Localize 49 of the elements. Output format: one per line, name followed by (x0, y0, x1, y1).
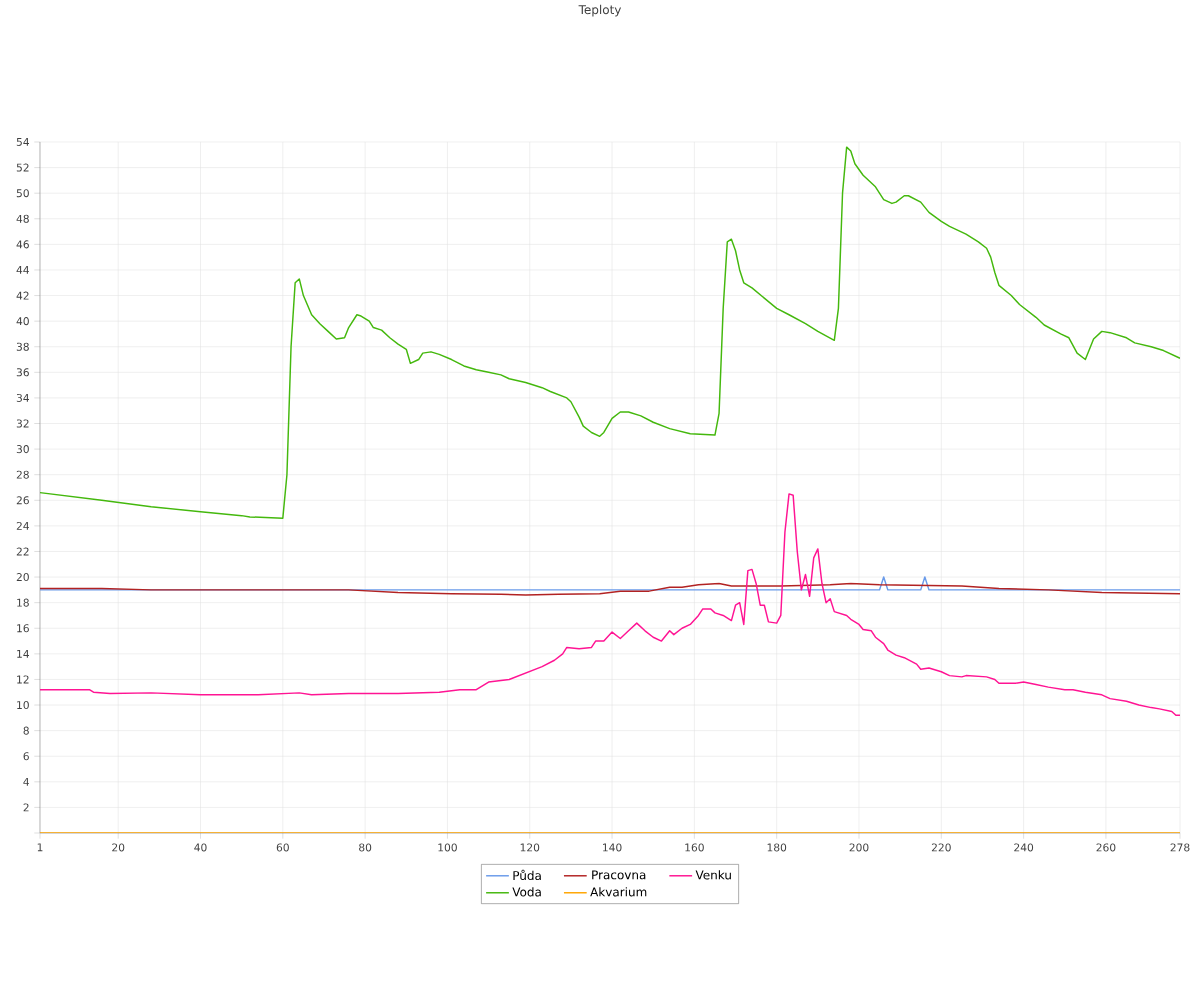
legend-label: Venku (695, 870, 731, 880)
y-tick-label: 10 (17, 700, 29, 710)
legend-label: Půda (513, 869, 541, 881)
y-tick-label: 14 (17, 649, 29, 658)
x-tick-label: 180 (767, 843, 787, 852)
y-tick-label: 40 (16, 317, 29, 326)
line-series (40, 582, 1181, 596)
y-tick-label: 54 (16, 138, 29, 146)
y-tick-label: 20 (16, 573, 29, 582)
y-tick-label: 22 (16, 547, 29, 556)
y-tick-label: 30 (16, 445, 29, 454)
x-tick-label: 220 (931, 843, 951, 852)
y-tick-label: 24 (16, 521, 29, 530)
legend-label: Voda (512, 887, 541, 897)
x-tick-label: 120 (520, 843, 540, 852)
chart-title: Teploty (578, 4, 622, 17)
y-tick-label: 26 (16, 496, 29, 505)
y-tick-label: 52 (16, 163, 29, 172)
x-tick-label: 278 (1170, 843, 1190, 852)
x-tick-label: 1 (37, 843, 43, 852)
y-tick-label: 32 (16, 419, 29, 428)
x-tick-label: 60 (276, 843, 289, 852)
x-tick-label: 160 (685, 843, 704, 852)
x-tick-label: 240 (1014, 843, 1034, 852)
y-tick-label: 4 (23, 777, 29, 786)
legend-label: Pracovna (592, 870, 646, 880)
x-tick-label: 200 (849, 843, 869, 852)
legend-label: Akvarium (590, 887, 647, 897)
x-tick-label: 140 (603, 843, 622, 852)
y-tick-label: 18 (17, 598, 29, 607)
y-tick-label: 8 (23, 726, 29, 735)
x-tick-label: 260 (1096, 843, 1116, 852)
x-tick-label: 80 (359, 843, 372, 852)
y-tick-label: 38 (16, 342, 29, 351)
y-tick-label: 46 (16, 240, 29, 249)
y-tick-label: 28 (16, 470, 29, 479)
y-tick-label: 44 (16, 266, 29, 274)
x-tick-label: 100 (438, 843, 457, 852)
y-tick-label: 6 (23, 752, 29, 761)
y-tick-label: 16 (17, 624, 29, 633)
y-tick-label: 42 (16, 291, 29, 300)
y-tick-label: 34 (16, 393, 29, 402)
y-tick-label: 12 (17, 675, 29, 684)
y-tick-label: 36 (16, 368, 29, 377)
x-tick-label: 20 (112, 843, 125, 852)
y-tick-label: 50 (16, 189, 29, 198)
y-tick-label: 48 (16, 214, 29, 223)
x-tick-label: 40 (194, 843, 207, 852)
y-tick-label: 2 (23, 803, 29, 812)
